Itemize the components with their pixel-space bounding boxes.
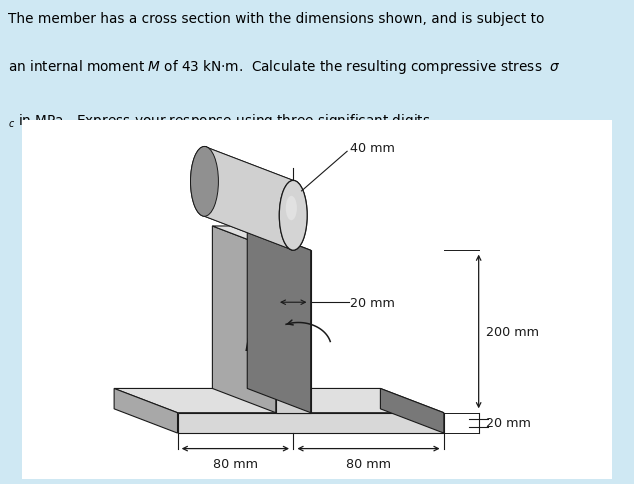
Text: 80 mm: 80 mm bbox=[346, 457, 391, 470]
Polygon shape bbox=[205, 147, 307, 251]
Ellipse shape bbox=[286, 197, 297, 221]
Text: 40 mm: 40 mm bbox=[351, 141, 395, 154]
Text: an internal moment $M$ of 43 kN·m.  Calculate the resulting compressive stress  : an internal moment $M$ of 43 kN·m. Calcu… bbox=[8, 58, 560, 76]
Text: 20 mm: 20 mm bbox=[350, 296, 395, 309]
Text: 20 mm: 20 mm bbox=[486, 417, 531, 429]
Ellipse shape bbox=[191, 147, 218, 217]
Text: The member has a cross section with the dimensions shown, and is subject to: The member has a cross section with the … bbox=[8, 12, 544, 26]
Polygon shape bbox=[212, 227, 276, 413]
Polygon shape bbox=[191, 147, 293, 251]
Text: 200 mm: 200 mm bbox=[486, 325, 540, 338]
Polygon shape bbox=[276, 251, 311, 413]
Polygon shape bbox=[247, 227, 311, 413]
Text: M: M bbox=[244, 336, 261, 355]
Polygon shape bbox=[114, 389, 178, 433]
Polygon shape bbox=[380, 389, 444, 433]
Polygon shape bbox=[178, 413, 444, 433]
Polygon shape bbox=[212, 227, 311, 251]
Polygon shape bbox=[22, 121, 612, 479]
Text: 80 mm: 80 mm bbox=[213, 457, 258, 470]
Polygon shape bbox=[114, 389, 444, 413]
Text: $_c$ in MPa.  Express your response using three significant digits.: $_c$ in MPa. Express your response using… bbox=[8, 111, 434, 129]
Ellipse shape bbox=[280, 181, 307, 251]
